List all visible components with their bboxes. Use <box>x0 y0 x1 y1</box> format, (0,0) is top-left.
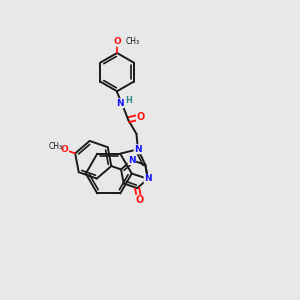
Text: CH₃: CH₃ <box>126 37 140 46</box>
Text: O: O <box>136 112 145 122</box>
Text: N: N <box>134 145 142 154</box>
Text: O: O <box>113 37 121 46</box>
Text: N: N <box>144 174 152 183</box>
Text: H: H <box>125 96 132 105</box>
Text: O: O <box>61 145 68 154</box>
Text: O: O <box>135 195 144 205</box>
Text: N: N <box>128 156 136 165</box>
Text: N: N <box>116 99 124 108</box>
Text: CH₃: CH₃ <box>49 142 63 151</box>
